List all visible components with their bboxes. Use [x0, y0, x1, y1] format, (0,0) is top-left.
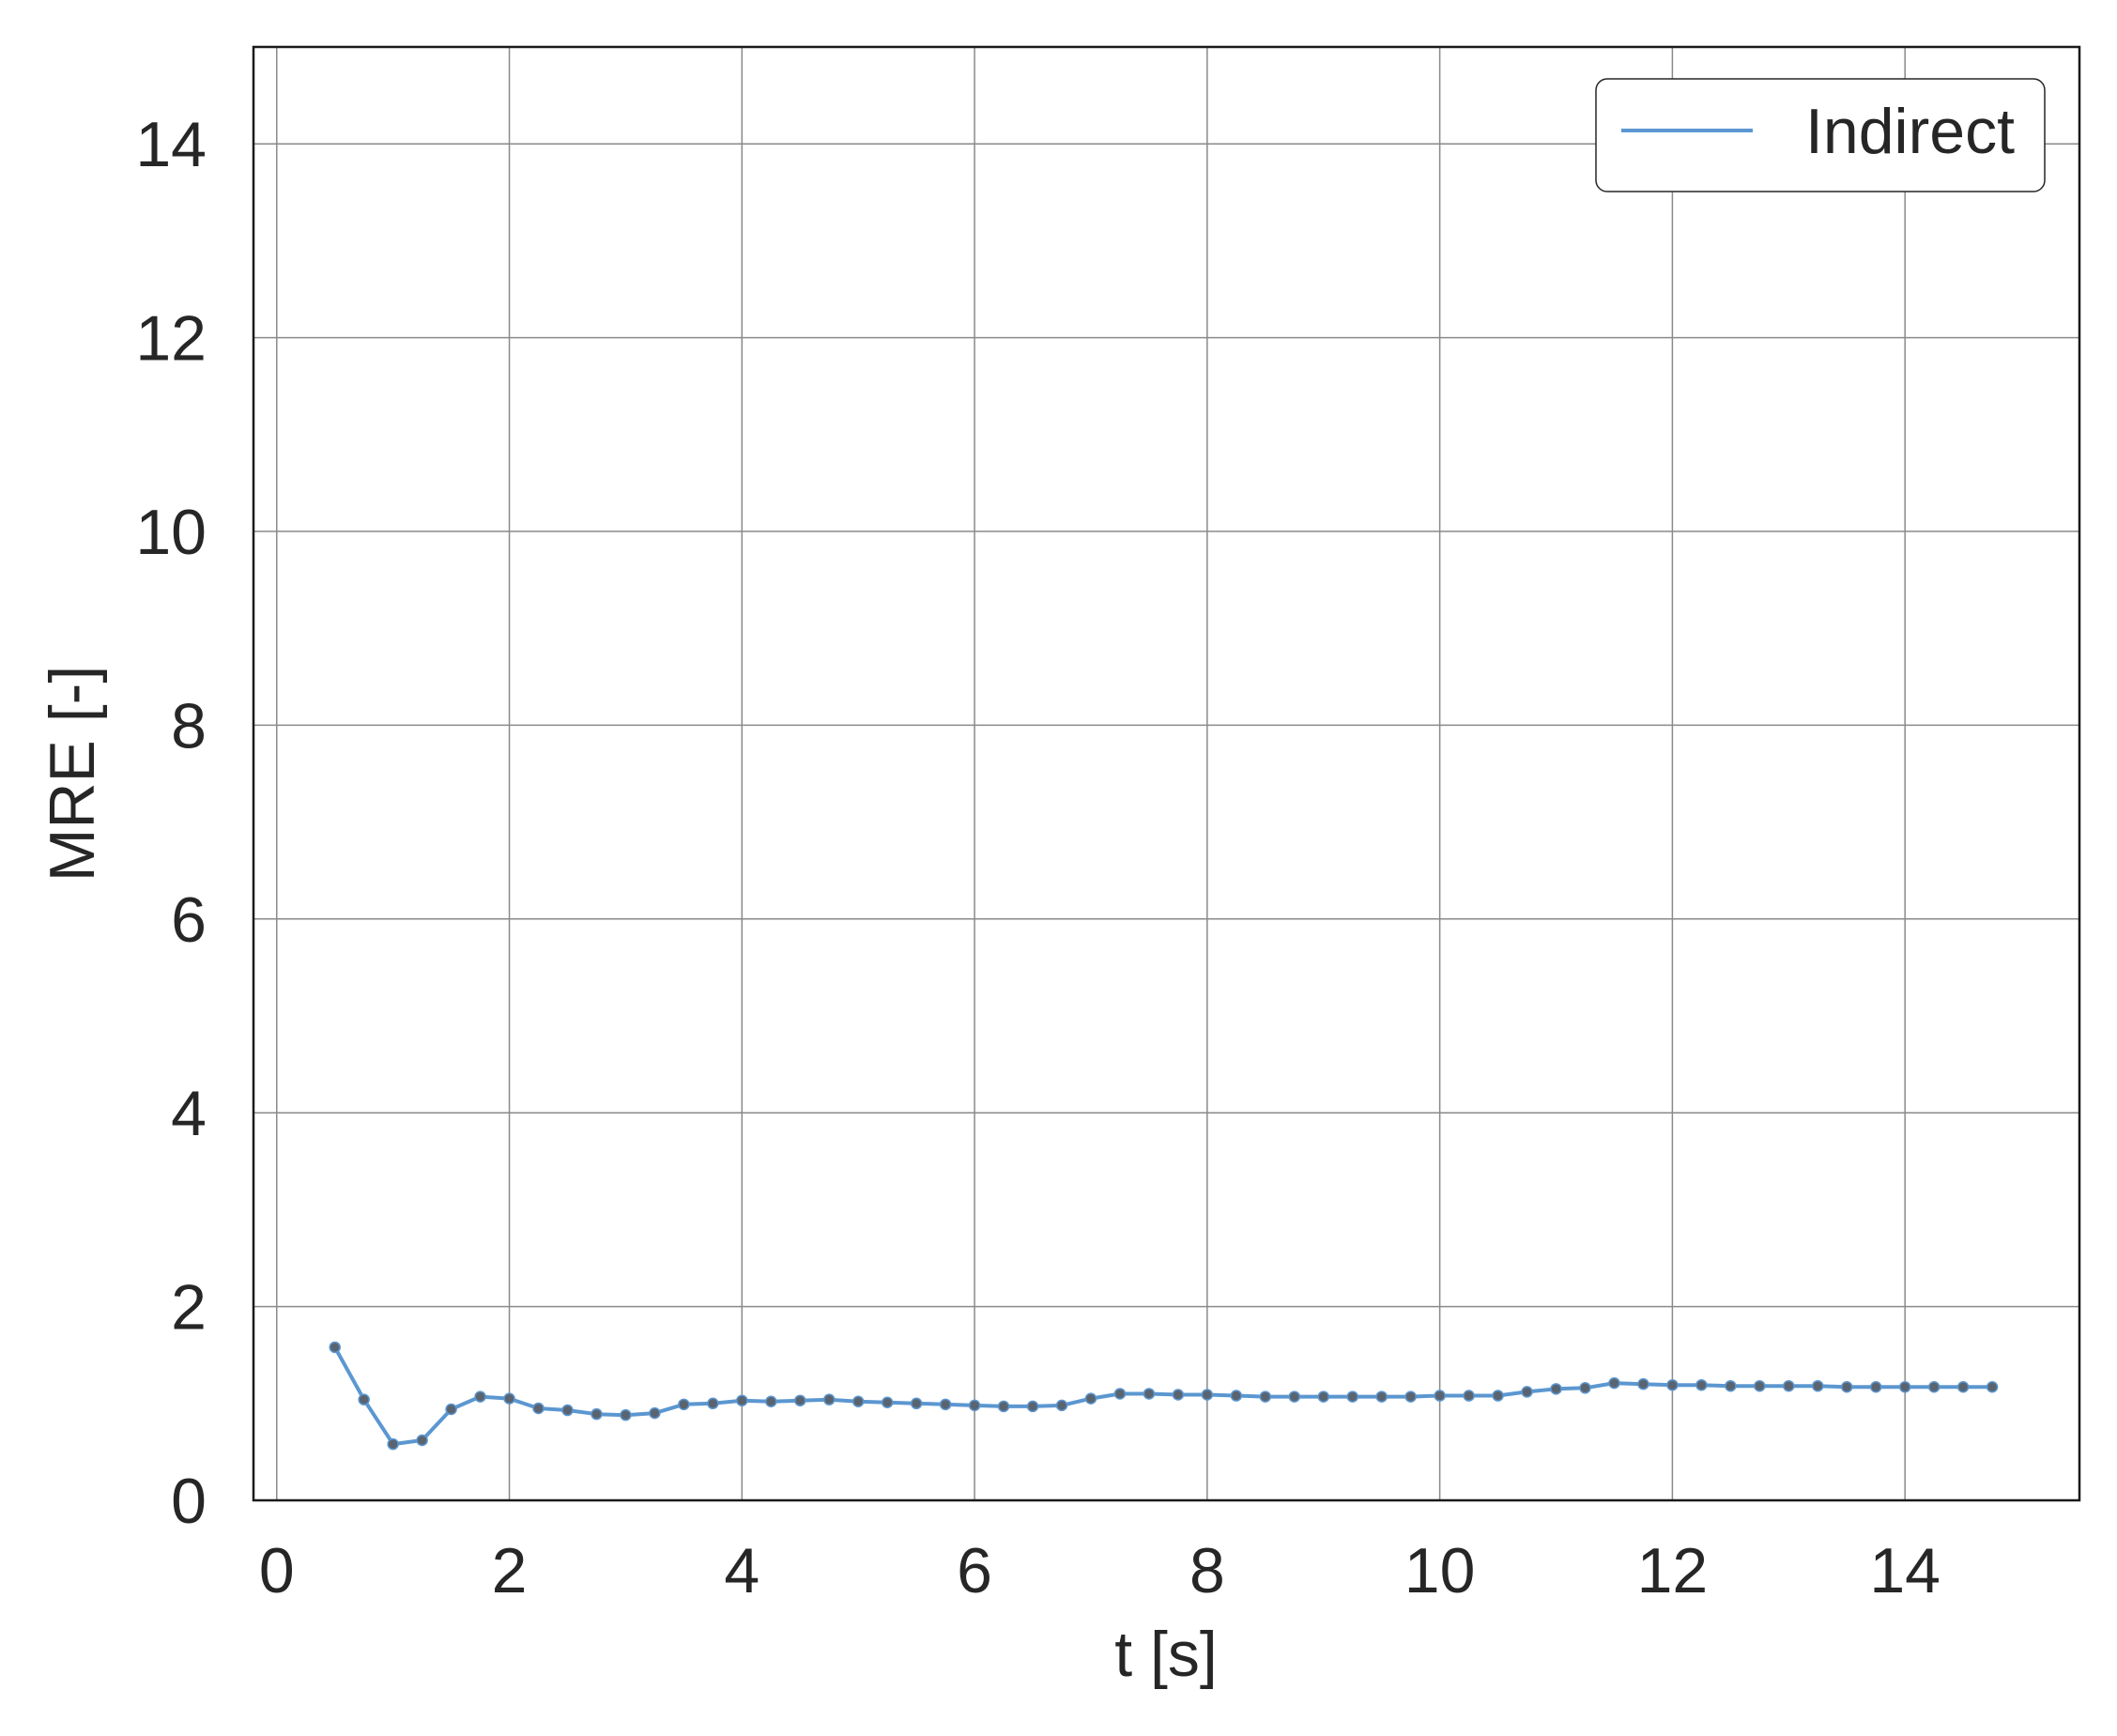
data-point [561, 1404, 574, 1417]
data-point [968, 1399, 981, 1412]
data-point [1463, 1390, 1475, 1402]
data-point [387, 1437, 399, 1451]
data-point [1956, 1381, 1970, 1393]
data-point [881, 1396, 894, 1409]
y-axis-label: MRE [-] [37, 666, 108, 882]
data-point [1201, 1389, 1214, 1401]
data-point [620, 1408, 632, 1421]
data-point [503, 1392, 515, 1405]
series-line-indirect [332, 1344, 1995, 1447]
x-axis-label: t [s] [1114, 1619, 1218, 1690]
data-point [1579, 1382, 1591, 1394]
data-point [1084, 1392, 1097, 1405]
x-tick-label: 2 [492, 1535, 528, 1606]
x-tick-label: 14 [1869, 1535, 1941, 1606]
y-tick-label: 12 [135, 303, 207, 375]
data-point [736, 1394, 748, 1406]
data-point [1898, 1381, 1911, 1393]
data-point [822, 1393, 836, 1406]
x-tick-label: 0 [259, 1535, 295, 1606]
data-point [649, 1406, 661, 1420]
x-tick-label: 6 [957, 1535, 992, 1606]
data-point [851, 1395, 865, 1407]
data-point [939, 1398, 952, 1411]
data-point [707, 1397, 719, 1410]
y-tick-label: 0 [171, 1466, 207, 1537]
data-point [765, 1395, 777, 1407]
data-point [794, 1394, 806, 1406]
plot-area-frame [252, 45, 2081, 1502]
x-tick-label: 10 [1404, 1535, 1476, 1606]
y-tick-label: 6 [171, 884, 207, 956]
legend-box [1595, 78, 2046, 192]
data-point [1026, 1400, 1039, 1413]
data-point [1404, 1390, 1417, 1403]
x-tick-label: 12 [1637, 1535, 1709, 1606]
data-point [1434, 1390, 1446, 1402]
data-point [1869, 1381, 1882, 1393]
data-point [1259, 1390, 1272, 1403]
data-point [591, 1407, 603, 1421]
y-tick-label: 14 [135, 109, 207, 180]
data-point [1986, 1381, 1999, 1393]
data-point [1346, 1390, 1358, 1403]
data-point [1492, 1390, 1504, 1402]
data-point [1725, 1379, 1737, 1392]
y-tick-label: 10 [135, 497, 207, 568]
data-point [678, 1398, 690, 1411]
plot-area-background [253, 47, 2079, 1500]
data-point [445, 1403, 457, 1416]
data-point [1754, 1379, 1766, 1392]
data-point [474, 1390, 486, 1403]
data-point [329, 1341, 341, 1354]
data-point [1812, 1379, 1824, 1392]
legend-label-indirect: Indirect [1805, 96, 2015, 167]
data-point [910, 1397, 923, 1410]
data-point [416, 1434, 428, 1447]
data-point [1055, 1399, 1068, 1412]
y-tick-label: 2 [171, 1272, 207, 1344]
data-point [1783, 1379, 1795, 1392]
data-point [1172, 1389, 1185, 1401]
data-point [1840, 1381, 1853, 1393]
data-point [1288, 1390, 1301, 1403]
data-point [532, 1402, 545, 1415]
data-point [997, 1400, 1010, 1413]
x-tick-label: 8 [1189, 1535, 1225, 1606]
tick-labels: 0 2 4 6 8 10 12 14 0 2 4 6 8 10 12 14 [135, 109, 1941, 1606]
data-point [1317, 1390, 1329, 1403]
data-point [1666, 1378, 1679, 1391]
series-layer [329, 1341, 1999, 1451]
y-tick-label: 8 [171, 690, 207, 761]
data-point [1695, 1378, 1708, 1391]
data-point [1550, 1383, 1562, 1395]
y-tick-label: 4 [171, 1078, 207, 1149]
data-point [1927, 1381, 1941, 1393]
data-point [1521, 1386, 1533, 1398]
data-point [1375, 1390, 1388, 1403]
data-point [1143, 1388, 1156, 1400]
data-point [1608, 1376, 1620, 1390]
data-point [358, 1393, 370, 1406]
x-tick-label: 4 [724, 1535, 759, 1606]
data-point [1230, 1390, 1243, 1402]
data-point [1113, 1388, 1127, 1400]
data-point [1637, 1377, 1649, 1390]
legend: Indirect [1595, 78, 2046, 192]
